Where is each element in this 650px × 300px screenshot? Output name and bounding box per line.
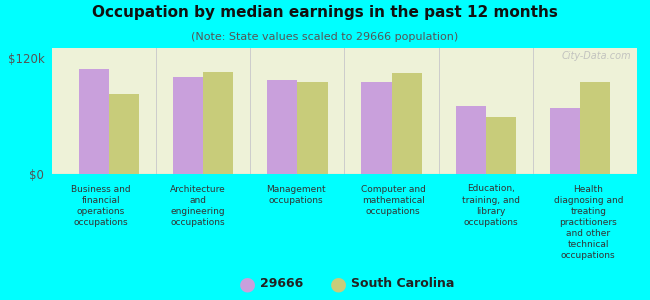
Text: Computer and
mathematical
occupations: Computer and mathematical occupations	[361, 184, 426, 216]
Bar	[361, 82, 392, 174]
Text: ●: ●	[239, 274, 255, 293]
Text: Occupation by median earnings in the past 12 months: Occupation by median earnings in the pas…	[92, 4, 558, 20]
Text: Education,
training, and
library
occupations: Education, training, and library occupat…	[462, 184, 520, 227]
Bar	[580, 82, 610, 174]
Text: Business and
financial
operations
occupations: Business and financial operations occupa…	[71, 184, 131, 227]
Text: South Carolina: South Carolina	[351, 277, 454, 290]
Text: ●: ●	[330, 274, 346, 293]
Bar	[486, 117, 516, 174]
Bar	[79, 69, 109, 174]
Bar	[203, 72, 233, 174]
Text: Architecture
and
engineering
occupations: Architecture and engineering occupations	[170, 184, 226, 227]
Text: 29666: 29666	[260, 277, 304, 290]
Text: (Note: State values scaled to 29666 population): (Note: State values scaled to 29666 popu…	[191, 32, 459, 41]
Text: Management
occupations: Management occupations	[266, 184, 326, 205]
Bar	[456, 106, 486, 174]
Bar	[173, 77, 203, 174]
Bar	[392, 73, 422, 174]
Bar	[267, 80, 297, 174]
Text: Health
diagnosing and
treating
practitioners
and other
technical
occupations: Health diagnosing and treating practitio…	[554, 184, 623, 260]
Bar	[297, 82, 328, 174]
Text: City-Data.com: City-Data.com	[562, 50, 631, 61]
Bar	[109, 94, 139, 174]
Bar	[550, 108, 580, 174]
